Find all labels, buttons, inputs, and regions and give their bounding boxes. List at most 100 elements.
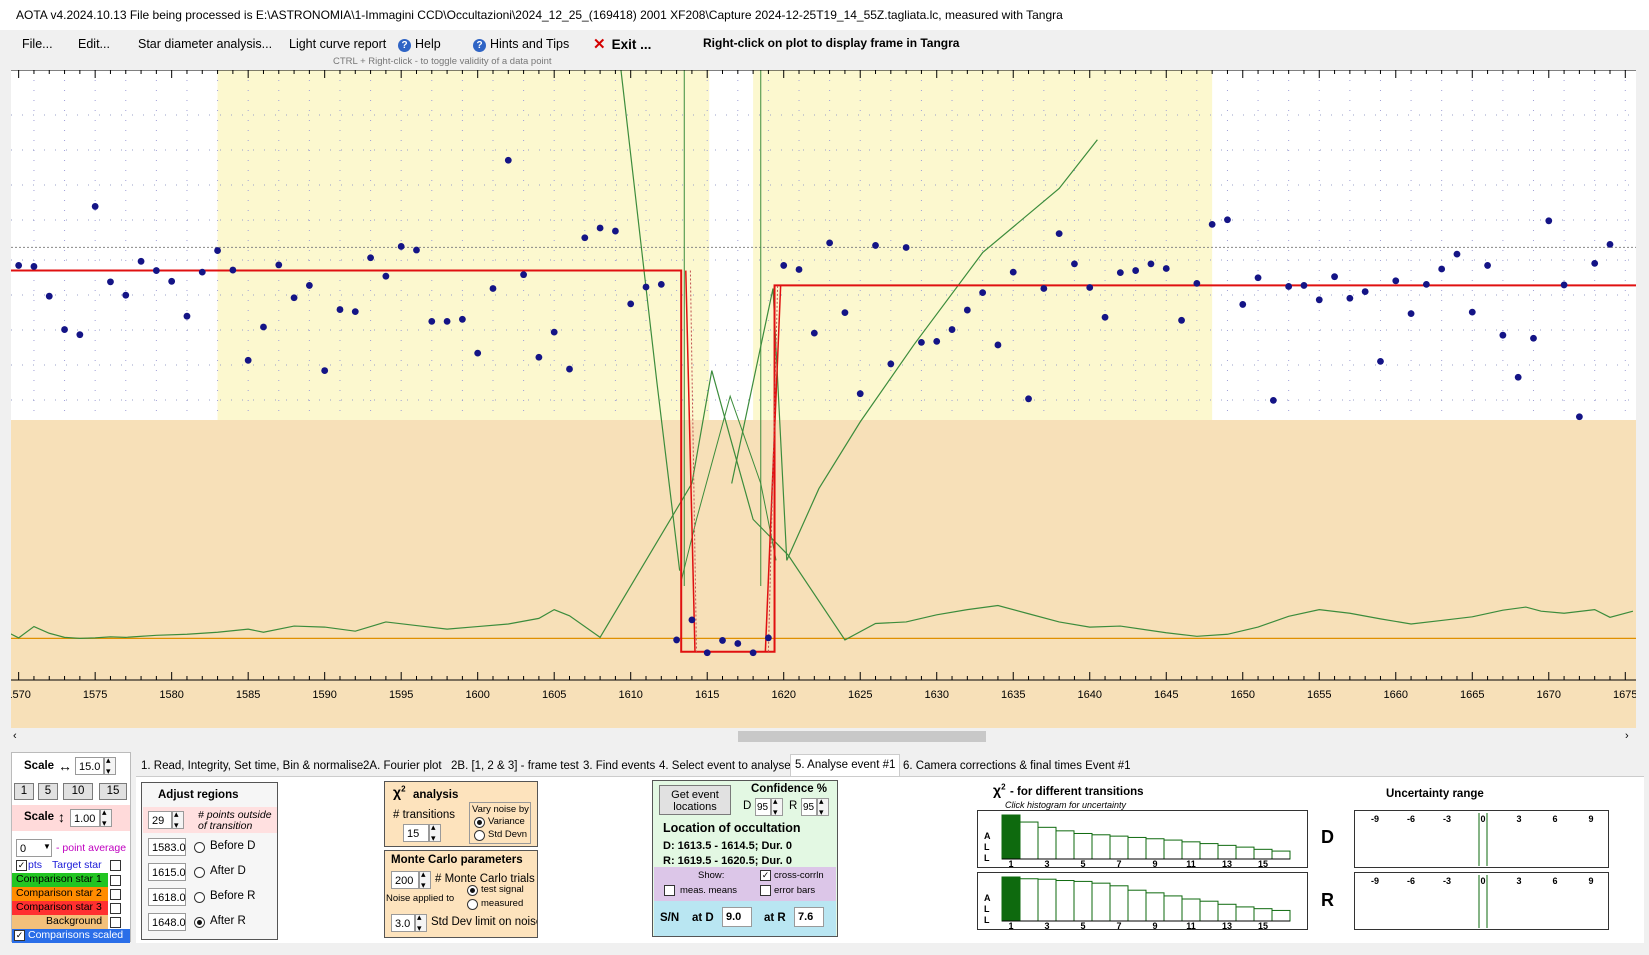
std-limit-stepper[interactable] — [415, 912, 427, 934]
before-r-radio[interactable] — [194, 892, 205, 903]
menu-exit[interactable]: ✕ Exit ... — [593, 35, 651, 53]
data-point — [1254, 274, 1262, 282]
variance-radio[interactable] — [474, 817, 485, 828]
histogram-bar — [1271, 909, 1291, 922]
histogram-bar — [1019, 821, 1039, 860]
light-curve-plot[interactable]: 1570 1575 1580 1585 1590 1595 1600 1605 1610 1615… — [0, 21, 1642, 728]
std-limit-input[interactable]: 3.0 — [391, 914, 415, 932]
data-point — [1101, 313, 1109, 321]
chi-symbol: χ2 — [393, 784, 406, 800]
after-d-radio[interactable] — [194, 867, 205, 878]
measured-radio[interactable] — [467, 899, 478, 910]
analyse-panel: Adjust regions 29 # points outside of tr… — [136, 776, 1644, 943]
scale-h-stepper[interactable] — [104, 755, 116, 777]
tab-camera-corrections[interactable]: 6. Camera corrections & final times Even… — [903, 760, 1131, 772]
scroll-thumb[interactable] — [738, 731, 986, 742]
data-point — [749, 649, 757, 657]
histogram-bar — [1145, 838, 1165, 860]
error-bars-checkbox[interactable] — [760, 885, 771, 896]
test-signal-radio[interactable] — [467, 885, 478, 896]
scroll-left-icon[interactable]: ‹ — [13, 730, 17, 742]
transitions-stepper[interactable] — [429, 822, 441, 844]
scale-v-stepper[interactable] — [100, 807, 112, 829]
tab-find-events[interactable]: 3. Find events — [583, 760, 656, 772]
comp1-checkbox[interactable] — [110, 875, 121, 886]
plot-canvas[interactable]: 1570 1575 1580 1585 1590 1595 1600 1605 1610 1615… — [0, 21, 1642, 728]
data-point — [229, 266, 237, 274]
data-point — [244, 356, 252, 364]
points-outside-stepper[interactable] — [172, 809, 184, 831]
scale-v-input[interactable]: 1.00 — [70, 809, 100, 827]
preset-15-button[interactable]: 15 — [99, 783, 127, 800]
histogram-d[interactable]: A L L 1 3 5 7 9 11 13 15 — [977, 810, 1308, 869]
data-point — [1300, 282, 1308, 289]
preset-1-button[interactable]: 1 — [14, 783, 34, 800]
x-tick-label: 1570 — [11, 689, 31, 701]
confidence-r-input[interactable]: 95 — [801, 798, 817, 816]
tab-frame-test[interactable]: 2B. [1, 2 & 3] - frame test — [451, 760, 579, 772]
data-point — [780, 262, 788, 269]
histogram-x-label: 11 — [1186, 859, 1196, 867]
scale-h-input[interactable]: 15.0 — [75, 757, 104, 775]
point-average-select[interactable]: 0 — [16, 839, 52, 857]
tab-analyse-event[interactable]: 5. Analyse event #1 — [790, 754, 901, 778]
data-point — [122, 291, 130, 299]
histogram-x-label: 5 — [1080, 859, 1085, 867]
before-r-input[interactable]: 1618.0 — [148, 888, 186, 906]
pts-checkbox[interactable]: ✓ — [16, 860, 27, 871]
transitions-input[interactable]: 15 — [403, 824, 429, 842]
after-d-input[interactable]: 1615.0 — [148, 863, 186, 881]
plot-scrollbar[interactable]: ‹ › — [11, 728, 1636, 745]
after-r-radio[interactable] — [194, 917, 205, 928]
background-checkbox[interactable] — [110, 917, 121, 928]
monte-carlo-trials-input[interactable]: 200 — [391, 871, 419, 889]
location-d-line: D: 1613.5 - 1614.5; Dur. 0 — [663, 840, 793, 852]
target-star-checkbox[interactable] — [110, 860, 121, 871]
tab-read[interactable]: 1. Read, Integrity, Set time, Bin & norm… — [141, 760, 364, 772]
data-point — [413, 246, 420, 254]
confidence-d-input[interactable]: 95 — [755, 798, 771, 816]
menu-light-curve-report[interactable]: Light curve report — [289, 37, 387, 51]
show-label: Show: — [698, 870, 725, 881]
histogram-bar — [1019, 878, 1039, 922]
histogram-bar — [1199, 843, 1219, 860]
preset-5-button[interactable]: 5 — [38, 783, 58, 800]
get-event-locations-button[interactable]: Get event locations — [659, 785, 731, 815]
histogram-bar — [1073, 880, 1093, 922]
comps-scaled-checkbox[interactable]: ✓ — [14, 930, 25, 941]
comp2-checkbox[interactable] — [110, 889, 121, 900]
histogram-bar — [1073, 832, 1093, 860]
histogram-x-label: 7 — [1116, 859, 1121, 867]
confidence-r-stepper[interactable] — [817, 796, 829, 818]
confidence-d-stepper[interactable] — [771, 796, 783, 818]
before-d-radio[interactable] — [194, 842, 205, 853]
transitions-label: # transitions — [393, 809, 456, 821]
scroll-right-icon[interactable]: › — [1625, 730, 1629, 742]
tab-select-event[interactable]: 4. Select event to analyse — [659, 760, 791, 772]
menu-exit-label: Exit ... — [611, 37, 652, 52]
menu-edit[interactable]: Edit... — [78, 37, 110, 51]
before-d-input[interactable]: 1583.0 — [148, 838, 186, 856]
data-point — [214, 247, 221, 254]
after-d-label: After D — [210, 865, 246, 877]
menu-file[interactable]: File... — [22, 37, 53, 51]
menu-star-diameter[interactable]: Star diameter analysis... — [138, 37, 273, 51]
meas-means-checkbox[interactable] — [664, 885, 675, 896]
menu-help[interactable]: ? Help — [398, 37, 441, 52]
menu-hints[interactable]: ? Hints and Tips — [473, 37, 569, 52]
points-outside-input[interactable]: 29 — [148, 811, 172, 829]
cross-corr-checkbox[interactable]: ✓ — [760, 870, 771, 881]
data-point — [1346, 294, 1354, 302]
cross-corr-line-r — [731, 139, 1098, 561]
std-devn-radio[interactable] — [474, 830, 485, 841]
data-point — [1530, 334, 1537, 342]
tab-fourier[interactable]: 2A. Fourier plot — [363, 760, 442, 772]
after-r-input[interactable]: 1648.0 — [148, 913, 186, 931]
monte-carlo-trials-stepper[interactable] — [419, 869, 431, 891]
x-tick-label: 1635 — [1001, 689, 1025, 701]
preset-10-button[interactable]: 10 — [63, 783, 93, 800]
histogram-r[interactable]: A L L 1 3 5 7 9 11 13 15 — [977, 872, 1308, 931]
comp3-checkbox[interactable] — [110, 903, 121, 914]
